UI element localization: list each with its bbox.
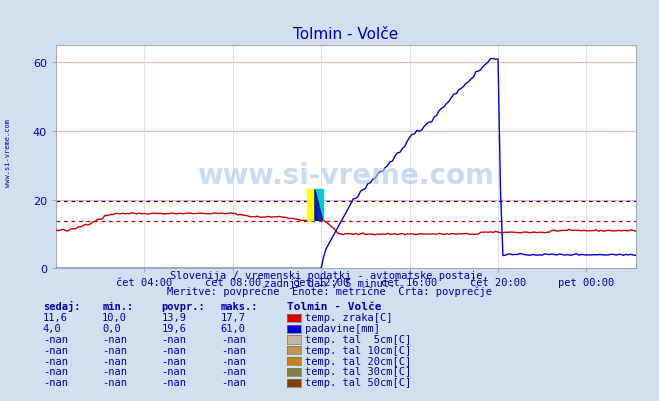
- Text: -nan: -nan: [43, 377, 68, 387]
- Text: povpr.:: povpr.:: [161, 302, 205, 312]
- Text: min.:: min.:: [102, 302, 133, 312]
- Text: 4,0: 4,0: [43, 323, 61, 333]
- Text: Slovenija / vremenski podatki - avtomatske postaje.: Slovenija / vremenski podatki - avtomats…: [170, 271, 489, 281]
- Text: -nan: -nan: [43, 345, 68, 355]
- Text: 17,7: 17,7: [221, 312, 246, 322]
- Text: -nan: -nan: [161, 345, 186, 355]
- Text: -nan: -nan: [221, 356, 246, 366]
- Text: -nan: -nan: [161, 334, 186, 344]
- Text: -nan: -nan: [102, 345, 127, 355]
- Text: temp. tal 20cm[C]: temp. tal 20cm[C]: [305, 356, 411, 366]
- Text: maks.:: maks.:: [221, 302, 258, 312]
- Text: temp. tal 10cm[C]: temp. tal 10cm[C]: [305, 345, 411, 355]
- Text: temp. tal 50cm[C]: temp. tal 50cm[C]: [305, 377, 411, 387]
- Text: -nan: -nan: [43, 356, 68, 366]
- Text: www.si-vreme.com: www.si-vreme.com: [198, 161, 494, 189]
- Title: Tolmin - Volče: Tolmin - Volče: [293, 27, 399, 42]
- Text: padavine[mm]: padavine[mm]: [305, 323, 380, 333]
- Text: 13,9: 13,9: [161, 312, 186, 322]
- Text: 11,6: 11,6: [43, 312, 68, 322]
- Text: zadnji dan / 5 minut.: zadnji dan / 5 minut.: [264, 279, 395, 289]
- Text: Meritve: povprečne  Enote: metrične  Črta: povprečje: Meritve: povprečne Enote: metrične Črta:…: [167, 285, 492, 297]
- Text: -nan: -nan: [43, 334, 68, 344]
- Text: sedaj:: sedaj:: [43, 301, 80, 312]
- Text: -nan: -nan: [161, 367, 186, 377]
- Text: 61,0: 61,0: [221, 323, 246, 333]
- Text: -nan: -nan: [221, 367, 246, 377]
- Text: -nan: -nan: [161, 377, 186, 387]
- Text: -nan: -nan: [102, 356, 127, 366]
- Text: -nan: -nan: [43, 367, 68, 377]
- Bar: [315, 190, 323, 221]
- Bar: [307, 190, 315, 221]
- Text: -nan: -nan: [221, 345, 246, 355]
- Text: 0,0: 0,0: [102, 323, 121, 333]
- Text: temp. tal 30cm[C]: temp. tal 30cm[C]: [305, 367, 411, 377]
- Text: 19,6: 19,6: [161, 323, 186, 333]
- Text: -nan: -nan: [102, 334, 127, 344]
- Text: temp. zraka[C]: temp. zraka[C]: [305, 312, 393, 322]
- Text: -nan: -nan: [161, 356, 186, 366]
- Text: -nan: -nan: [221, 334, 246, 344]
- Text: temp. tal  5cm[C]: temp. tal 5cm[C]: [305, 334, 411, 344]
- Text: Tolmin - Volče: Tolmin - Volče: [287, 302, 381, 312]
- Text: -nan: -nan: [102, 377, 127, 387]
- Polygon shape: [315, 190, 323, 221]
- Text: -nan: -nan: [221, 377, 246, 387]
- Text: www.si-vreme.com: www.si-vreme.com: [5, 118, 11, 186]
- Text: 10,0: 10,0: [102, 312, 127, 322]
- Text: -nan: -nan: [102, 367, 127, 377]
